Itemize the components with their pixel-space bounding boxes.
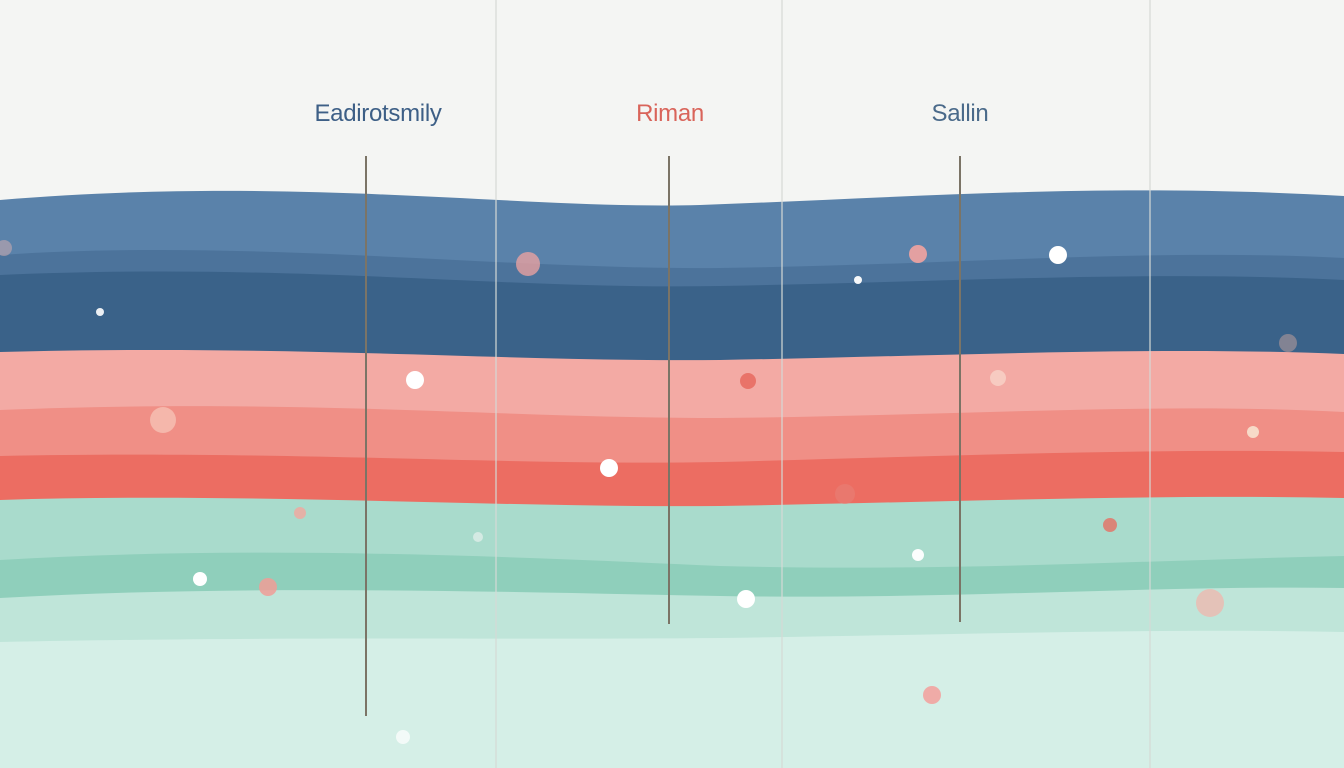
dot: [990, 370, 1006, 386]
dot: [259, 578, 277, 596]
dot: [0, 240, 12, 256]
label-right: Sallin: [931, 100, 989, 127]
floating-dots: [0, 240, 1297, 744]
dot: [923, 686, 941, 704]
wave-bands: [0, 190, 1344, 768]
dot: [1196, 589, 1224, 617]
dot: [912, 549, 924, 561]
dot: [294, 507, 306, 519]
dot: [1049, 246, 1067, 264]
label-middle: Riman: [636, 100, 704, 127]
dot: [96, 308, 104, 316]
dot: [1279, 334, 1297, 352]
dot: [835, 484, 855, 504]
marker-lines: [365, 156, 961, 716]
dot: [1247, 426, 1259, 438]
dot: [396, 730, 410, 744]
dot: [193, 572, 207, 586]
dot: [600, 459, 618, 477]
vertical-gridlines: [495, 0, 1151, 768]
label-left: Eadirotsmily: [314, 100, 442, 127]
dot: [473, 532, 483, 542]
dot: [740, 373, 756, 389]
band-mint-bottom: [0, 630, 1344, 768]
dot: [516, 252, 540, 276]
dot: [737, 590, 755, 608]
dot: [854, 276, 862, 284]
dot: [909, 245, 927, 263]
dot: [406, 371, 424, 389]
dot: [1103, 518, 1117, 532]
dot: [150, 407, 176, 433]
